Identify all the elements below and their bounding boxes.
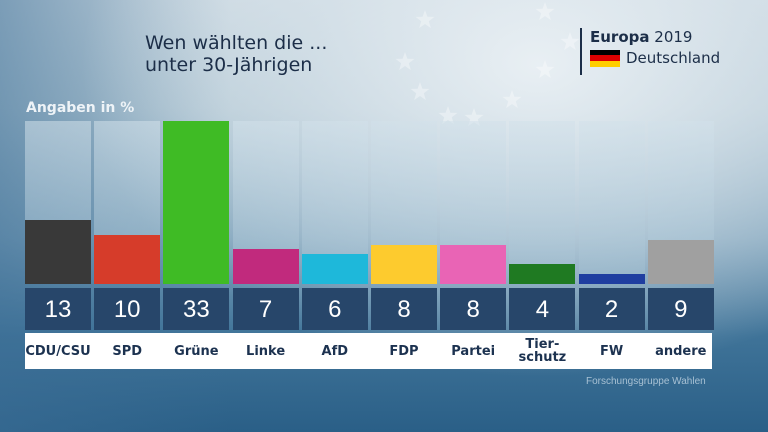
value-label: 9 [647,288,714,330]
bar [94,234,161,284]
category-label: FW [599,343,624,359]
category-label: CDU/CSU [25,343,91,359]
category-label: Linke [246,343,286,359]
label-band [25,333,712,369]
star-icon [395,52,415,71]
bar [509,264,576,284]
value-label: 8 [371,288,437,330]
flag-stripe-red [590,55,620,61]
category-label: AfD [321,343,349,359]
value-label: 10 [94,288,161,330]
star-icon [410,82,430,101]
value-label: 13 [25,288,91,330]
brand-name: Europa [590,28,650,46]
title-line-1: Wen wählten die ... [145,32,328,54]
value-label: 7 [232,288,299,330]
value-label: 8 [440,288,507,330]
star-icon [415,10,435,29]
category-label: andere [655,343,707,359]
category-label: SPD [112,343,143,359]
star-icon [535,60,555,79]
bar [647,239,714,284]
bar [301,254,368,284]
title-line-2: unter 30-Jährigen [145,54,313,76]
german-flag-icon [590,49,620,67]
value-label: 2 [578,288,645,330]
bar [163,121,230,284]
star-icon [502,90,522,109]
y-axis-label: Angaben in % [26,100,135,116]
bar [25,219,91,284]
bar [371,244,437,284]
chart-title: Wen wählten die ... unter 30-Jährigen [145,32,327,76]
category-label: Partei [451,343,496,359]
category-label: Tier- schutz [518,337,567,365]
value-label: 4 [509,288,576,330]
star-icon [560,32,580,51]
category-label: Grüne [174,343,219,359]
flag-stripe-gold [590,60,620,67]
value-label: 33 [163,288,230,330]
category-label: FDP [389,343,419,359]
column-background [509,121,576,284]
star-icon [535,2,555,21]
bar [440,244,507,284]
column-background [578,121,645,284]
source-credit: Forschungsgruppe Wahlen [586,376,706,387]
star-icon [438,106,458,125]
bar [578,274,645,284]
value-label: 6 [301,288,368,330]
brand-country: Deutschland [626,49,721,67]
star-icon [464,108,484,127]
plot-area [25,121,714,284]
flag-stripe-black [590,49,620,56]
bar [232,249,299,284]
brand-line: Europa 2019 [590,28,720,46]
brand-year: 2019 [654,28,693,46]
brand-block: Europa 2019 Deutschland [580,28,720,75]
